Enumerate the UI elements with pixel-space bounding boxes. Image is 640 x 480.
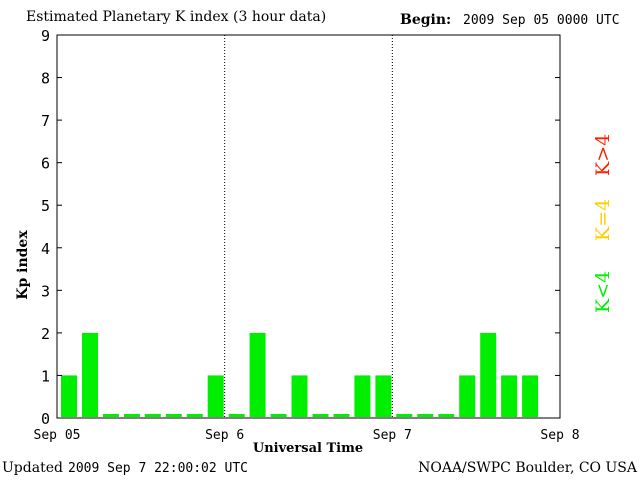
y-tick-label: 8 xyxy=(41,70,50,88)
kp-bar xyxy=(522,375,539,417)
y-axis: 0 1 2 3 4 5 6 7 8 9 xyxy=(41,27,560,428)
y-tick-label: 3 xyxy=(41,282,50,300)
kp-bar xyxy=(144,414,161,417)
kp-bar xyxy=(501,375,518,417)
kp-bar xyxy=(228,414,245,417)
kp-bar xyxy=(312,414,329,417)
kp-bar xyxy=(417,414,434,417)
kp-bar xyxy=(291,375,308,417)
legend-k-less-4: K<4 xyxy=(592,270,614,313)
y-tick-label: 1 xyxy=(41,367,50,385)
y-axis-label: Kp index xyxy=(15,230,31,300)
plot-frame xyxy=(56,34,561,419)
kp-bar xyxy=(82,332,98,417)
kp-bar xyxy=(354,375,371,417)
y-tick-label: 6 xyxy=(41,155,50,173)
bar-group xyxy=(61,332,539,417)
y-tick-label: 4 xyxy=(41,240,50,258)
y-tick-label: 2 xyxy=(41,325,50,343)
x-axis: Sep 05 Sep 6 Sep 7 Sep 8 xyxy=(34,428,580,443)
begin-label: Begin: xyxy=(400,12,452,28)
updated-label: Updated xyxy=(2,460,63,476)
plot-border xyxy=(56,34,561,419)
kp-bar xyxy=(102,414,119,417)
legend-k-greater-4: K>4 xyxy=(592,133,614,176)
y-tick-label: 5 xyxy=(41,197,50,215)
y-tick-label: 7 xyxy=(41,112,50,130)
begin-value: 2009 Sep 05 0000 UTC xyxy=(463,13,620,28)
kp-bar xyxy=(186,414,203,417)
kp-bar xyxy=(207,375,224,417)
x-tick-label: Sep 6 xyxy=(205,428,244,443)
kp-bar xyxy=(480,332,497,417)
kp-bar xyxy=(249,332,266,417)
kp-bar xyxy=(333,414,350,417)
kp-bar xyxy=(61,375,77,417)
kp-bar xyxy=(165,414,182,417)
kp-bar xyxy=(459,375,476,417)
kp-bar xyxy=(270,414,287,417)
updated-timestamp: 2009 Sep 7 22:00:02 UTC xyxy=(68,461,249,476)
x-tick-label: Sep 8 xyxy=(540,428,579,443)
kp-bar xyxy=(438,414,455,417)
y-tick-label: 9 xyxy=(41,27,50,45)
kp-bar xyxy=(123,414,140,417)
kp-bar xyxy=(375,375,392,417)
x-axis-label: Universal Time xyxy=(253,441,363,456)
source-credit: NOAA/SWPC Boulder, CO USA xyxy=(418,460,637,476)
x-tick-label: Sep 05 xyxy=(34,428,81,443)
y-tick-label: 0 xyxy=(41,410,50,428)
chart-title: Estimated Planetary K index (3 hour data… xyxy=(26,9,327,25)
legend-k-equal-4: K=4 xyxy=(592,198,614,241)
x-tick-label: Sep 7 xyxy=(373,428,412,443)
kp-bar xyxy=(396,414,413,417)
